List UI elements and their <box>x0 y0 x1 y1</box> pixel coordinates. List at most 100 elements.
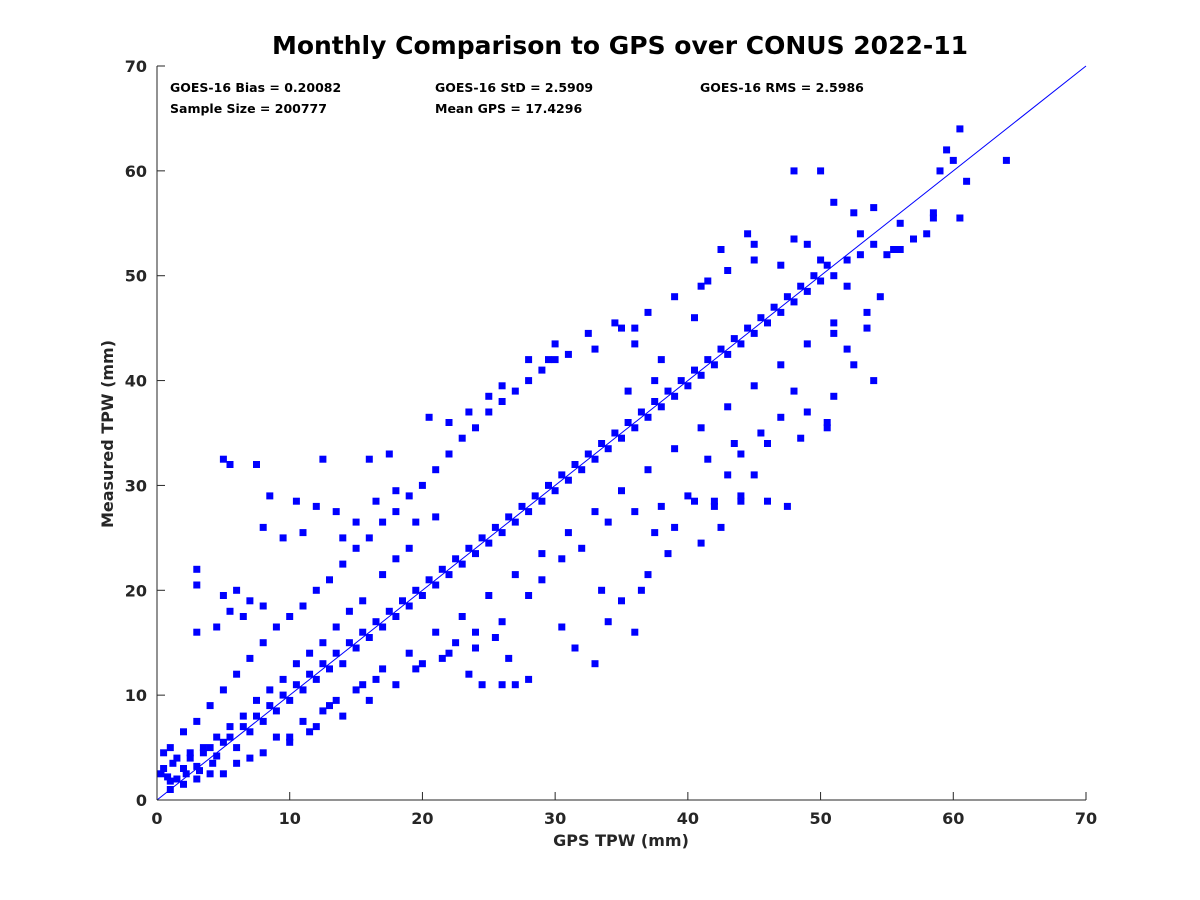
data-point <box>518 502 526 510</box>
data-point <box>491 634 499 641</box>
data-point <box>803 287 811 295</box>
x-axis-ticks: 0 10 20 30 40 50 60 70 <box>151 792 1097 828</box>
data-point <box>452 639 460 647</box>
data-point <box>657 502 665 510</box>
data-point <box>272 623 280 631</box>
data-point <box>525 356 533 364</box>
data-point <box>870 240 878 248</box>
data-point <box>365 696 373 704</box>
data-point <box>345 607 353 615</box>
y-tick-label: 20 <box>125 581 147 600</box>
data-point <box>339 560 347 568</box>
data-point <box>896 246 904 253</box>
data-point <box>856 251 864 259</box>
data-point <box>425 576 433 584</box>
data-point <box>306 670 314 678</box>
data-point <box>584 329 592 337</box>
data-point <box>259 523 267 531</box>
data-point <box>863 308 871 316</box>
data-point <box>219 770 227 778</box>
data-point <box>485 592 493 599</box>
data-point <box>863 324 871 332</box>
data-point <box>193 762 201 770</box>
data-point <box>750 329 758 337</box>
data-point <box>777 308 785 316</box>
data-point <box>286 733 294 741</box>
data-point <box>817 167 825 175</box>
data-point <box>359 597 367 605</box>
data-point <box>372 675 380 683</box>
data-point <box>352 518 360 526</box>
data-point <box>186 754 194 762</box>
data-point <box>651 529 659 537</box>
data-point <box>870 204 878 212</box>
data-point <box>750 256 758 264</box>
data-point <box>312 586 320 594</box>
data-point <box>671 293 679 301</box>
data-point <box>657 356 665 364</box>
data-point <box>326 702 333 710</box>
data-point <box>777 361 785 369</box>
data-point <box>445 450 453 458</box>
data-point <box>253 461 260 468</box>
data-point <box>365 534 373 542</box>
data-point <box>631 508 639 516</box>
data-point <box>631 340 639 348</box>
data-point <box>379 571 387 579</box>
data-point <box>558 471 566 479</box>
data-point <box>312 723 320 731</box>
data-point <box>160 749 168 757</box>
data-point <box>286 696 294 704</box>
data-point <box>856 230 864 238</box>
data-point <box>266 492 274 500</box>
data-point <box>379 665 387 673</box>
data-point <box>339 534 347 542</box>
data-point <box>292 681 300 689</box>
data-point <box>505 654 513 662</box>
data-point <box>591 660 599 668</box>
data-point <box>710 361 718 369</box>
data-point <box>458 434 466 442</box>
data-point <box>392 508 400 516</box>
data-point <box>657 403 665 411</box>
data-point <box>206 744 214 752</box>
data-point <box>764 497 771 505</box>
data-point <box>737 340 745 348</box>
data-point <box>209 759 217 767</box>
y-axis-label: Measured TPW (mm) <box>98 340 117 528</box>
data-point <box>445 649 453 657</box>
data-point <box>239 723 247 731</box>
data-point <box>551 340 559 348</box>
data-point <box>169 759 177 767</box>
data-point <box>193 628 201 636</box>
data-point <box>783 502 791 510</box>
data-point <box>823 261 831 269</box>
data-point <box>332 623 340 631</box>
data-point <box>299 717 307 725</box>
data-point <box>770 303 778 311</box>
data-point <box>180 728 187 736</box>
data-point <box>352 544 360 552</box>
data-point <box>684 382 692 390</box>
data-point <box>246 754 254 762</box>
data-point <box>279 691 287 699</box>
x-axis-label: GPS TPW (mm) <box>553 831 689 850</box>
data-point <box>910 235 917 243</box>
data-point <box>359 628 367 636</box>
y-tick-label: 70 <box>125 57 147 76</box>
data-point <box>173 775 181 783</box>
data-point <box>545 356 552 364</box>
data-point <box>405 602 413 610</box>
data-point <box>173 754 181 762</box>
data-point <box>372 497 380 505</box>
data-point <box>193 717 201 725</box>
data-point <box>664 387 672 395</box>
data-point <box>511 387 519 395</box>
data-point <box>618 487 625 495</box>
data-point <box>631 424 639 432</box>
data-point <box>392 487 400 495</box>
data-point <box>438 654 446 662</box>
x-tick-label: 30 <box>544 809 566 828</box>
y-axis-ticks: 0 10 20 30 40 50 60 70 <box>125 57 165 810</box>
data-point <box>564 476 572 484</box>
